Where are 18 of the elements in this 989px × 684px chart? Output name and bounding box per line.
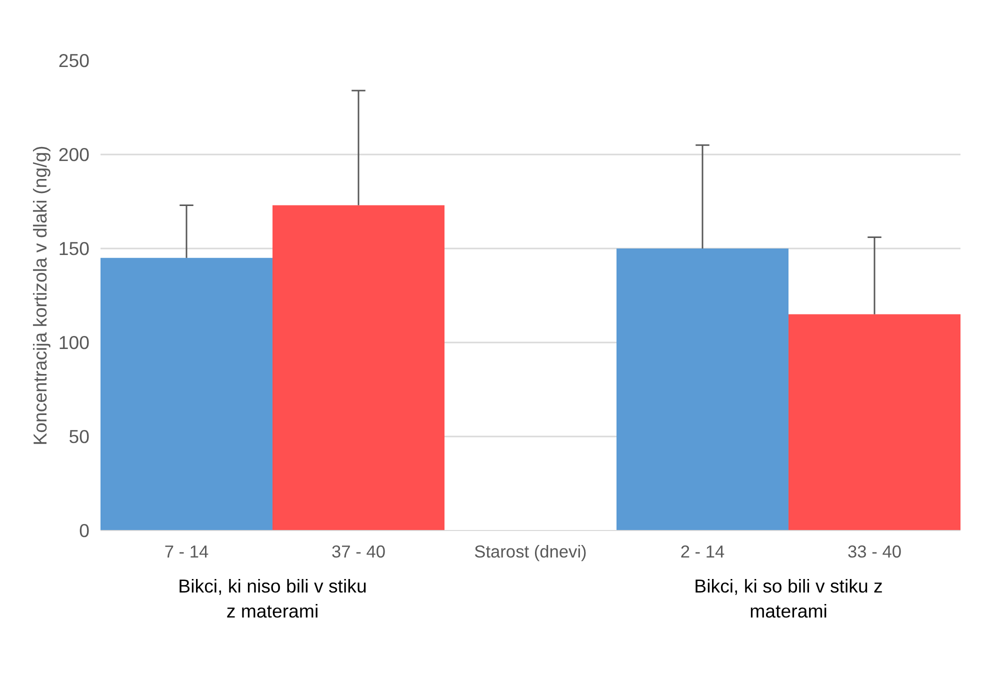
- bar: [272, 205, 444, 530]
- bar: [788, 314, 960, 530]
- y-axis-title: Koncentracija kortizola v dlaki (ng/g): [29, 146, 50, 446]
- x-tick-label: 7 - 14: [164, 542, 210, 562]
- bar: [616, 248, 788, 530]
- y-tick-label: 250: [58, 50, 90, 71]
- x-tick-label: 33 - 40: [848, 542, 902, 562]
- y-tick-label: 100: [58, 332, 90, 353]
- y-tick-label: 200: [58, 144, 90, 165]
- bar: [100, 258, 272, 530]
- text: Bikci, ki niso bili v stiku z materami: [178, 576, 367, 622]
- y-tick-label: 150: [58, 238, 90, 259]
- y-tick-label: 0: [79, 520, 90, 541]
- x-tick-label: 37 - 40: [332, 542, 386, 562]
- y-tick-label: 50: [68, 426, 90, 447]
- x-axis-title: Starost (dnevi): [474, 542, 587, 562]
- x-tick-label: 2 - 14: [680, 542, 726, 562]
- text: Bikci, ki so bili v stiku z materami: [694, 576, 883, 622]
